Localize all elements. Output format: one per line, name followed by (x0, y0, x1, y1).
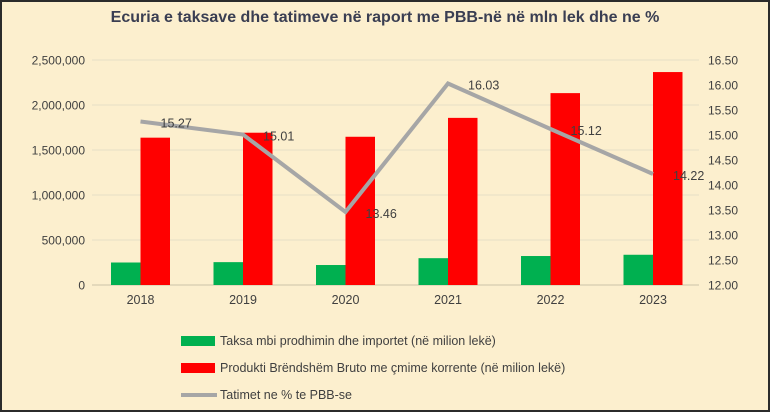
left-axis-tick-2,000,000: 2,000,000 (32, 99, 86, 113)
right-axis-tick-14.00: 14.00 (708, 179, 738, 193)
right-axis-tick-13.00: 13.00 (708, 229, 738, 243)
bar-gdp-2020 (345, 136, 375, 285)
legend-item-pct-line: Tatimet ne % te PBB-se (181, 381, 565, 408)
right-axis-tick-16.50: 16.50 (708, 54, 738, 68)
bar-gdp-2021 (448, 117, 478, 286)
bar-taxes-2023 (623, 254, 653, 285)
bar-gdp-2022 (550, 93, 580, 286)
line-data-label-2022: 15.12 (571, 124, 602, 138)
legend-label-pct-line: Tatimet ne % te PBB-se (220, 387, 353, 402)
line-data-label-2019: 15.01 (263, 130, 294, 144)
left-axis-tick-1,500,000: 1,500,000 (32, 144, 86, 158)
x-axis-label-2020: 2020 (332, 293, 360, 307)
line-data-label-2020: 13.46 (366, 207, 397, 221)
right-axis-tick-15.00: 15.00 (708, 129, 738, 143)
x-axis-label-2022: 2022 (537, 293, 565, 307)
pbb-percentage-line (140, 81, 654, 215)
bar-taxes-2018 (111, 262, 141, 285)
x-axis-label-2018: 2018 (127, 293, 155, 307)
right-axis-tick-14.50: 14.50 (708, 154, 738, 168)
right-axis-tick-16.00: 16.00 (708, 79, 738, 93)
left-axis-tick-1,000,000: 1,000,000 (32, 189, 86, 203)
bar-gdp-2019 (243, 132, 273, 285)
bar-taxes-2020 (316, 265, 346, 285)
right-axis-tick-13.50: 13.50 (708, 204, 738, 218)
legend-swatch-gdp (181, 362, 215, 373)
bar-taxes-2021 (418, 258, 448, 285)
right-axis-tick-12.00: 12.00 (708, 279, 738, 293)
line-data-label-2018: 15.27 (161, 117, 192, 131)
right-axis-tick-15.50: 15.50 (708, 104, 738, 118)
bar-taxes-2022 (521, 256, 551, 285)
legend: Taksa mbi prodhimin dhe importet (në mil… (181, 327, 565, 408)
legend-item-taxes: Taksa mbi prodhimin dhe importet (në mil… (181, 327, 565, 354)
bar-gdp-2018 (140, 137, 170, 285)
x-axis-label-2023: 2023 (639, 293, 667, 307)
left-axis-tick-0: 0 (78, 279, 85, 293)
chart-title: Ecuria e taksave dhe tatimeve në raport … (110, 9, 660, 26)
legend-label-taxes: Taksa mbi prodhimin dhe importet (në mil… (220, 333, 496, 348)
x-axis-label-2019: 2019 (229, 293, 257, 307)
legend-swatch-pct-line (181, 392, 217, 397)
legend-item-gdp: Produkti Brëndshëm Bruto me çmime korren… (181, 354, 565, 381)
bar-gdp-2023 (653, 72, 683, 285)
left-axis-tick-2,500,000: 2,500,000 (32, 54, 86, 68)
right-axis-tick-12.50: 12.50 (708, 254, 738, 268)
legend-label-gdp: Produkti Brëndshëm Bruto me çmime korren… (220, 360, 566, 375)
line-data-label-2021: 16.03 (468, 79, 499, 93)
legend-swatch-taxes (181, 335, 215, 346)
left-axis-tick-500,000: 500,000 (42, 234, 86, 248)
line-data-label-2023: 14.22 (673, 169, 704, 183)
x-axis-label-2021: 2021 (434, 293, 462, 307)
bar-taxes-2019 (213, 262, 243, 285)
